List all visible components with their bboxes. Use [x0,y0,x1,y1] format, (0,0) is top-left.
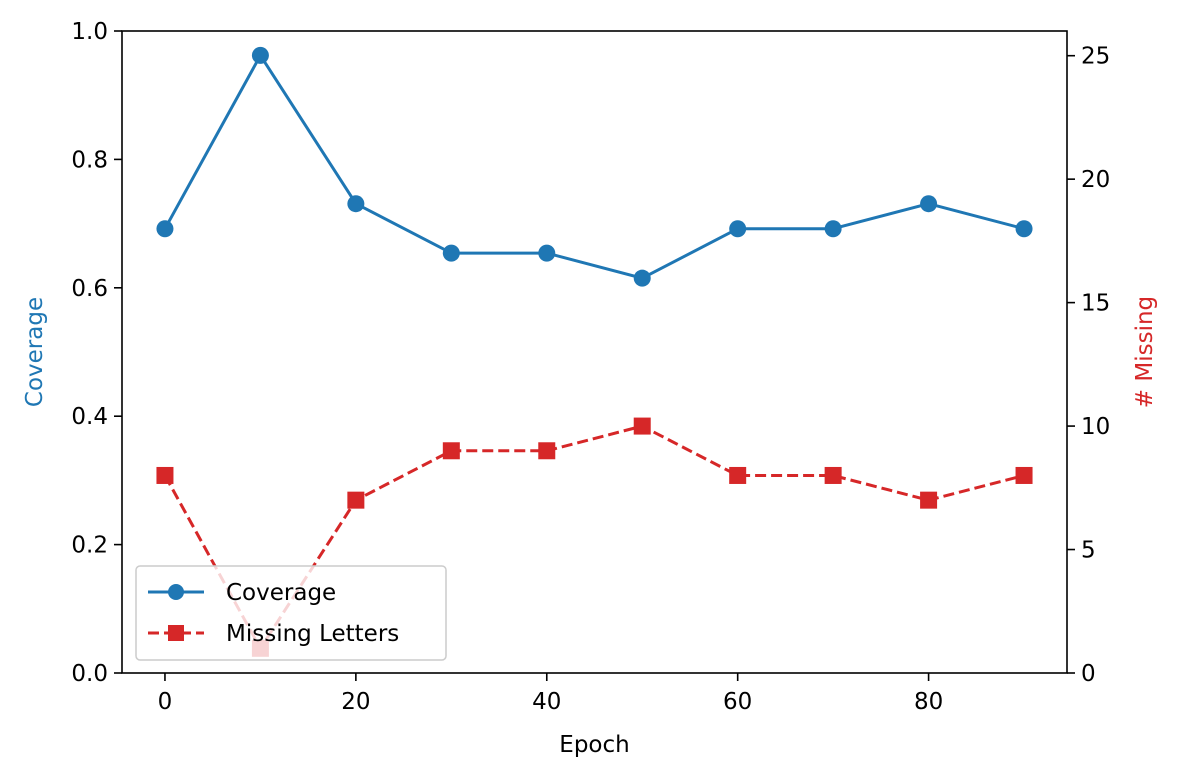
missing-letters-point [538,442,556,460]
x-axis-title: Epoch [559,732,629,758]
coverage-point [156,220,174,238]
y-axis-left-title: Coverage [22,297,48,407]
x-tick-label: 20 [341,689,370,715]
y-axis-right: 0 5 10 15 20 25 [1067,44,1110,687]
legend-marker-coverage [168,584,184,600]
x-axis: 0 20 40 60 80 [158,673,943,715]
legend-label-coverage: Coverage [226,580,336,606]
legend-label-missing-letters: Missing Letters [226,621,399,647]
series-layer [156,46,1033,657]
y-right-tick-label: 10 [1081,414,1110,440]
missing-letters-point [1015,466,1033,484]
x-tick-label: 80 [914,689,943,715]
legend-marker-missing-letters [168,625,184,641]
legend-box [135,565,447,661]
missing-letters-line [163,424,1025,650]
missing-letters-point [824,466,842,484]
y-right-tick-label: 15 [1081,291,1110,317]
missing-letters-point [633,417,651,435]
coverage-point [442,244,460,262]
missing-letters-point [156,466,174,484]
y-right-tick-label: 20 [1081,167,1110,193]
y-right-tick-label: 0 [1081,661,1096,687]
coverage-point [633,269,651,287]
coverage-point [347,195,365,213]
y-right-tick-label: 25 [1081,44,1110,70]
y-axis-left: 0.0 0.2 0.4 0.6 0.8 1.0 [71,19,122,687]
y-left-tick-label: 0.4 [71,404,108,430]
missing-letters-point [920,491,938,509]
plot-frame [121,30,1068,674]
x-tick-label: 0 [158,689,173,715]
coverage-point [920,195,938,213]
y-right-tick-label: 5 [1081,538,1096,564]
missing-letters-point [729,466,747,484]
y-left-tick-label: 0.8 [71,147,108,173]
missing-letters-point [442,442,460,460]
y-left-tick-label: 0.0 [71,661,108,687]
coverage-point [251,46,269,64]
coverage-point [538,244,556,262]
coverage-point [729,220,747,238]
legend: Coverage Missing Letters [135,565,447,661]
y-left-tick-label: 0.2 [71,533,108,559]
y-left-tick-label: 0.6 [71,276,108,302]
coverage-point [824,220,842,238]
x-tick-label: 40 [532,689,561,715]
missing-letters-point [347,491,365,509]
coverage-line [163,53,1025,280]
y-axis-right-title: # Missing [1132,296,1158,408]
coverage-point [1015,220,1033,238]
y-left-tick-label: 1.0 [71,19,108,45]
x-tick-label: 60 [723,689,752,715]
